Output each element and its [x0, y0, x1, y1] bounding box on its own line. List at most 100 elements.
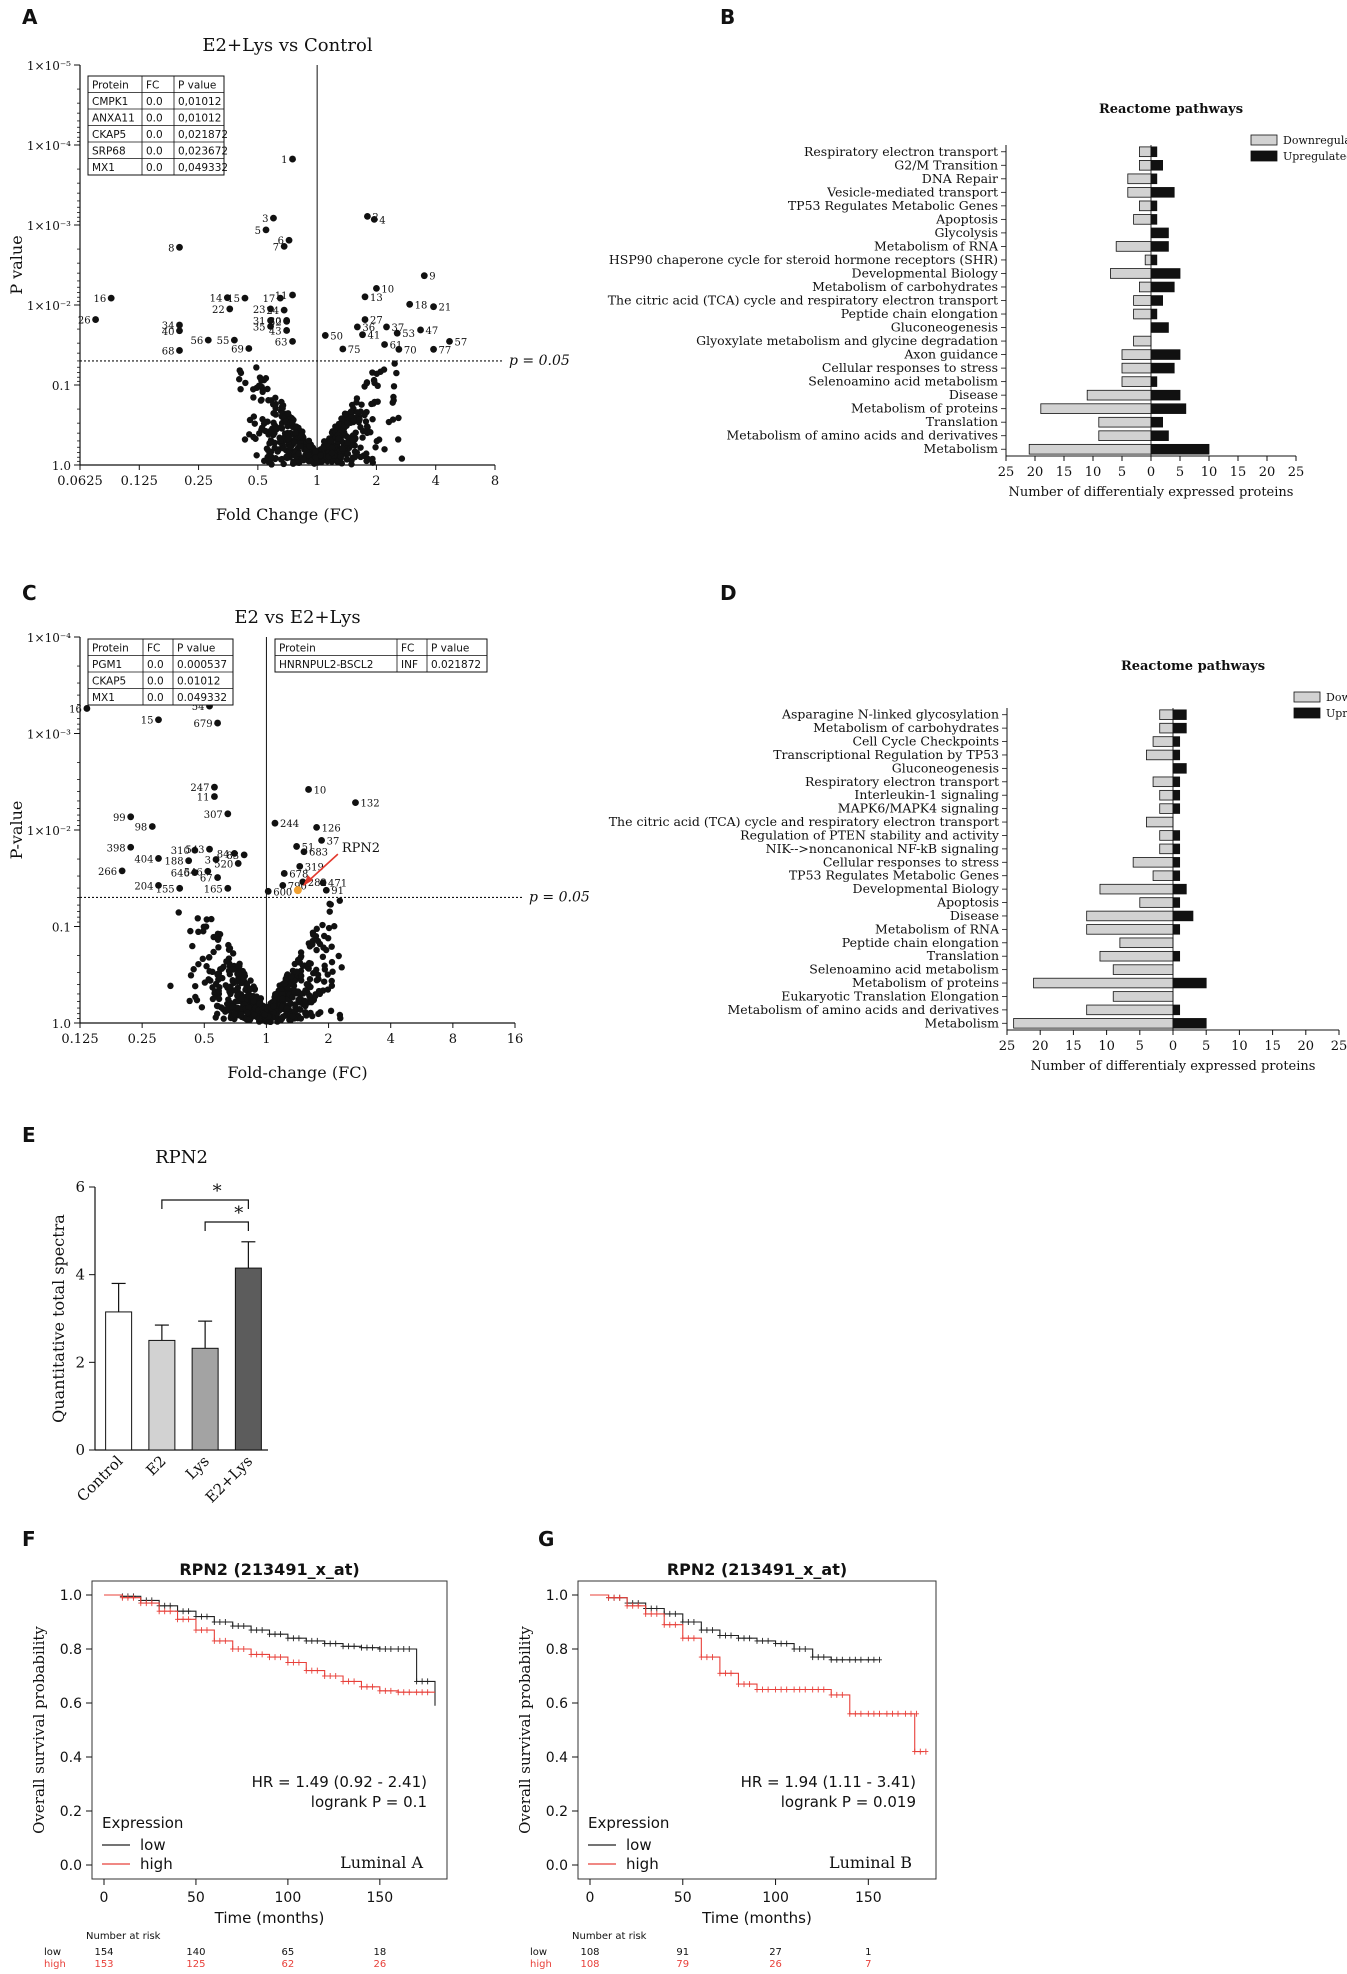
x-tick-label: 16 [507, 1032, 524, 1047]
censor-mark [858, 1656, 864, 1663]
censor-mark [309, 1667, 315, 1674]
risk-value-high: 26 [373, 1959, 386, 1970]
censor-mark [654, 1605, 660, 1612]
data-point [167, 982, 174, 990]
data-point [270, 419, 277, 426]
censor-mark [358, 1644, 364, 1651]
pathway-title: Reactome pathways [1121, 659, 1265, 674]
risk-value-high: 79 [676, 1959, 689, 1970]
significant-point [280, 306, 288, 314]
significant-point [430, 303, 437, 311]
censor-mark [828, 1691, 834, 1698]
survival-curve-high [590, 1594, 924, 1753]
table-cell: 0.021872 [431, 659, 481, 671]
significant-point [226, 305, 234, 313]
pathway-bar-chart-b: Reactome pathways Downregulated Upregulate… [608, 102, 1347, 500]
table-cell: 0.0 [147, 659, 164, 671]
censor-mark [162, 1608, 168, 1615]
data-point [237, 369, 245, 377]
bar-upregulated [1150, 281, 1175, 293]
y-tick-label: 0.0 [60, 1858, 82, 1874]
x-tick-label: 20 [1032, 1039, 1049, 1054]
data-point [272, 990, 279, 998]
data-point [220, 1015, 227, 1022]
censor-mark [267, 1654, 272, 1661]
category-label: Eukaryotic Translation Elongation [781, 988, 999, 1003]
data-point [293, 968, 300, 975]
table-cell: 0,021872 [178, 129, 228, 141]
data-point [356, 416, 363, 423]
point-label: 10 [314, 785, 327, 796]
data-point [203, 963, 210, 970]
data-point [310, 970, 317, 977]
bar-upregulated [1150, 295, 1164, 306]
data-point [389, 399, 396, 406]
data-point [389, 416, 397, 423]
bar-downregulated [1146, 749, 1174, 761]
y-tick-label: 0.6 [60, 1696, 82, 1712]
censor-mark [222, 1619, 228, 1625]
data-point [218, 965, 225, 972]
censor-mark [414, 1689, 420, 1696]
censor-mark [401, 1646, 407, 1652]
nonsignificant-points [235, 360, 406, 468]
bar-upregulated [1150, 146, 1158, 158]
point-label: 16 [93, 294, 106, 305]
data-point [243, 981, 251, 988]
table-cell: INF [401, 659, 418, 671]
censor-mark [685, 1619, 691, 1625]
y-tick-label: 1×10⁻⁵ [27, 59, 71, 73]
table-header-cell: FC [146, 80, 159, 92]
significant-point [267, 322, 274, 330]
data-point [337, 453, 344, 461]
data-point [367, 429, 374, 436]
censor-mark [847, 1710, 853, 1717]
significant-point [245, 345, 253, 352]
point-label: 61 [390, 341, 403, 352]
data-point [213, 1002, 221, 1010]
x-tick-label: 25 [998, 465, 1015, 480]
bar-upregulated [1172, 977, 1207, 989]
panel-label-b: B [720, 5, 735, 29]
y-axis-title: P-value [7, 801, 26, 860]
category-label: Apoptosis [935, 211, 998, 226]
data-point [264, 446, 272, 454]
censor-mark [198, 1613, 204, 1620]
point-label: 55 [217, 336, 230, 347]
bar-downregulated [1121, 362, 1152, 374]
point-label: 9 [429, 272, 435, 283]
data-point [256, 430, 263, 437]
significant-point [300, 848, 308, 856]
censor-mark [377, 1687, 383, 1694]
data-point [278, 425, 286, 432]
data-point [235, 970, 242, 977]
data-point [294, 956, 302, 964]
data-point [227, 990, 234, 998]
category-label: Metabolism of RNA [874, 238, 999, 253]
censor-mark [259, 1627, 265, 1634]
censor-mark [912, 1748, 918, 1755]
censor-mark [278, 1654, 284, 1661]
point-label: 36 [362, 323, 375, 334]
bar-downregulated [1127, 187, 1152, 198]
data-point [344, 433, 351, 441]
category-label: The citric acid (TCA) cycle and respirat… [609, 814, 999, 829]
point-label: 53 [402, 329, 415, 340]
y-axis-title: Overall survival probability [516, 1626, 534, 1834]
significant-point [224, 810, 232, 818]
censor-mark [839, 1691, 845, 1698]
bar-upregulated [1150, 376, 1158, 387]
risk-row-label-high: high [530, 1959, 552, 1970]
censor-mark [895, 1710, 901, 1717]
censor-mark [156, 1608, 162, 1615]
significant-point [176, 321, 183, 329]
x-tick-label: 0.5 [248, 474, 269, 489]
data-point [216, 974, 223, 982]
significant-point [231, 850, 238, 857]
significant-point [430, 345, 437, 353]
x-tick-label: 2 [372, 474, 380, 489]
significant-point [267, 317, 274, 324]
data-point [272, 394, 279, 402]
significant-point [270, 214, 277, 222]
bar-downregulated [1121, 376, 1152, 387]
